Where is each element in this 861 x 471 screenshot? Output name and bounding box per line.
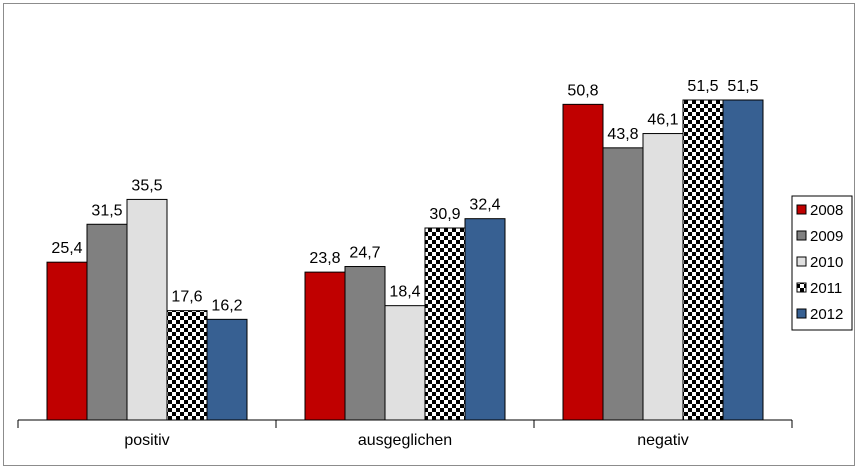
data-label-negativ-2011: 51,5 xyxy=(687,78,718,95)
data-label-ausgeglichen-2012: 32,4 xyxy=(469,197,500,214)
bar-negativ-2010 xyxy=(642,133,684,421)
bar-positiv-2011 xyxy=(166,310,208,421)
data-label-ausgeglichen-2010: 18,4 xyxy=(389,284,420,301)
legend-label-2010: 2010 xyxy=(810,254,843,271)
legend-label-2011: 2011 xyxy=(810,280,842,297)
legend-swatch-2010 xyxy=(796,256,807,267)
data-label-positiv-2012: 16,2 xyxy=(211,297,242,314)
data-label-positiv-2011: 17,6 xyxy=(171,289,202,306)
bar-negativ-2012 xyxy=(722,99,764,421)
legend: 2008 2009 2010 2011 2012 xyxy=(791,195,853,331)
data-label-positiv-2010: 35,5 xyxy=(131,177,162,194)
data-label-negativ-2012: 51,5 xyxy=(727,78,758,95)
data-label-negativ-2009: 43,8 xyxy=(607,126,638,143)
legend-swatch-2008 xyxy=(796,204,807,215)
data-label-positiv-2009: 31,5 xyxy=(91,202,122,219)
bar-positiv-2012 xyxy=(206,318,248,421)
bar-ausgeglichen-2008 xyxy=(304,271,346,421)
x-tick-label-negativ: negativ xyxy=(637,432,689,449)
legend-label-2009: 2009 xyxy=(810,228,843,245)
x-axis: positiv ausgeglichen negativ xyxy=(17,419,793,449)
legend-label-2012: 2012 xyxy=(810,306,843,323)
legend-swatch-2009 xyxy=(796,230,807,241)
bar-negativ-2011 xyxy=(682,99,724,421)
bar-negativ-2008 xyxy=(562,103,604,421)
data-label-ausgeglichen-2008: 23,8 xyxy=(309,250,340,267)
data-label-ausgeglichen-2009: 24,7 xyxy=(349,245,380,262)
bars-layer xyxy=(46,99,764,421)
data-label-ausgeglichen-2011: 30,9 xyxy=(429,206,460,223)
bar-negativ-2009 xyxy=(602,147,644,421)
bar-ausgeglichen-2010 xyxy=(384,305,426,421)
data-label-negativ-2010: 46,1 xyxy=(647,112,678,129)
legend-swatch-2011 xyxy=(796,282,807,293)
data-label-positiv-2008: 25,4 xyxy=(51,240,82,257)
x-tick-label-positiv: positiv xyxy=(124,432,169,449)
bar-positiv-2009 xyxy=(86,223,128,421)
bar-positiv-2010 xyxy=(126,198,168,421)
bar-ausgeglichen-2012 xyxy=(464,218,506,421)
data-label-negativ-2008: 50,8 xyxy=(567,82,598,99)
data-labels-layer: 25,4 31,5 35,5 17,6 16,2 23,8 24,7 18,4 30,9 32,4… xyxy=(51,78,758,314)
bar-ausgeglichen-2009 xyxy=(344,266,386,421)
legend-label-2008: 2008 xyxy=(810,202,843,219)
x-tick-label-ausgeglichen: ausgeglichen xyxy=(358,432,452,449)
bar-ausgeglichen-2011 xyxy=(424,227,466,421)
legend-swatch-2012 xyxy=(796,308,807,319)
bar-positiv-2008 xyxy=(46,261,88,421)
